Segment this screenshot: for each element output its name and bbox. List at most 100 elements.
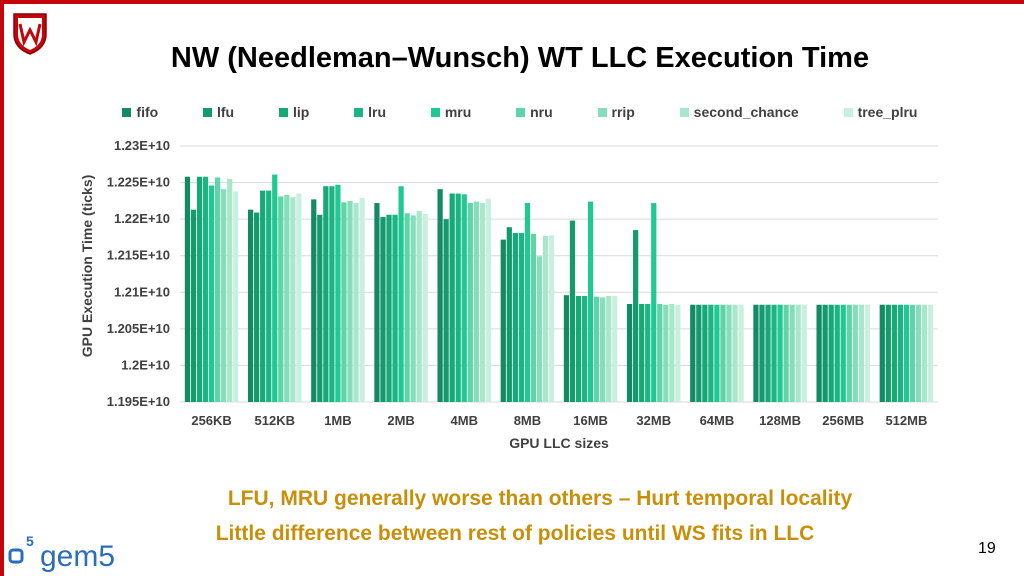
bar-lfu-32mb [633,230,639,402]
svg-text:5: 5 [26,533,34,549]
bar-nru-32mb [657,303,663,402]
x-tick-label: 16MB [573,413,608,428]
top-accent-bar [0,0,1024,4]
legend-swatch [516,107,526,117]
bar-fifo-512kb [247,209,254,402]
bar-second-chance-32mb [669,303,675,402]
bar-second-chance-64mb [732,304,738,402]
y-tick-label: 1.2E+10 [121,357,170,372]
legend-swatch [122,107,132,117]
bar-mru-256mb [840,304,846,402]
slide-number: 19 [978,540,996,557]
bar-fifo-128mb [753,304,759,402]
y-tick-label: 1.195E+10 [107,394,170,409]
bar-lip-1mb [323,186,329,402]
x-tick-label: 8MB [514,413,541,428]
y-tick-label: 1.23E+10 [114,138,170,153]
bar-fifo-2mb [374,203,380,402]
legend-item-lip: lip [278,104,309,120]
bar-second-chance-256mb [858,304,864,402]
svg-text:gem5: gem5 [40,540,115,572]
bar-lfu-4mb [443,219,449,402]
bar-nru-2mb [404,213,410,402]
bar-nru-1mb [341,202,347,402]
bar-nru-128mb [783,304,789,402]
legend-item-lru: lru [354,104,386,120]
bar-lru-64mb [708,304,714,402]
bar-rrip-512kb [284,195,290,402]
bar-tree-plru-8mb [548,235,555,402]
bar-lip-512kb [260,190,266,402]
left-accent-bar [0,0,4,576]
bar-fifo-256mb [816,304,822,402]
legend-swatch [278,107,288,117]
legend-label: lfu [217,104,235,120]
bar-lru-512mb [897,304,903,402]
bar-second-chance-512mb [921,304,928,402]
bar-lip-256mb [828,304,834,402]
legend-swatch [203,107,212,117]
bar-mru-4mb [461,194,467,402]
y-tick-label: 1.205E+10 [107,321,170,336]
legend-item-lfu: lfu [203,104,234,120]
bar-tree-plru-4mb [485,198,492,402]
bar-rrip-256mb [852,304,858,402]
bar-fifo-256kb [184,176,191,402]
bar-mru-8mb [524,203,531,402]
bar-rrip-256kb [221,189,227,402]
bar-lfu-1mb [317,214,323,402]
bar-tree-plru-16mb [612,295,618,402]
bar-lru-128mb [771,304,777,402]
bar-lfu-256mb [822,304,828,402]
gem5-logo: 5 gem5 [8,533,115,572]
legend-label: tree_plru [857,104,918,120]
bar-lip-2mb [386,214,392,402]
bar-lfu-512kb [254,212,260,402]
bar-rrip-1mb [347,200,353,402]
bar-lip-16mb [575,295,582,402]
bar-lip-512mb [891,304,897,402]
x-tick-label: 4MB [451,413,478,428]
x-tick-label: 32MB [636,413,671,428]
bar-rrip-32mb [663,304,669,402]
bar-second-chance-16mb [606,295,612,402]
legend-label: lru [368,104,386,120]
bar-mru-32mb [651,203,657,402]
legend-swatch [679,107,689,117]
bar-nru-512mb [909,304,916,402]
bar-lfu-8mb [506,227,512,402]
bar-mru-2mb [398,186,404,402]
legend-swatch [843,107,853,117]
bar-second-chance-512kb [290,197,296,402]
bar-lip-128mb [765,304,771,402]
bar-mru-64mb [714,304,720,402]
legend-swatch [430,107,440,117]
bar-nru-256mb [846,304,852,402]
chart-legend: fifo lfu lip lru mru nru rrip second_chance tree… [100,102,940,122]
x-tick-label: 256MB [822,413,864,428]
bar-lru-256mb [834,304,840,402]
legend-item-fifo: fifo [122,104,158,120]
bar-second-chance-4mb [479,203,485,402]
bar-lip-64mb [702,304,708,402]
takeaway-note-2: Little difference between rest of polici… [215,522,815,545]
bar-mru-512mb [903,304,910,402]
takeaway-note-1: LFU, MRU generally worse than others – H… [227,487,853,510]
bar-second-chance-8mb [542,235,549,402]
bar-mru-128mb [777,304,783,402]
legend-item-rrip: rrip [597,104,635,120]
bar-rrip-512mb [915,304,922,402]
y-tick-label: 1.21E+10 [114,284,170,299]
legend-swatch [354,107,364,117]
bar-tree-plru-512mb [927,304,934,402]
legend-item-mru: mru [430,104,471,120]
bar-fifo-1mb [311,199,317,402]
bar-fifo-8mb [500,239,506,402]
bar-rrip-4mb [473,201,479,402]
x-tick-label: 512KB [255,413,295,428]
bar-fifo-64mb [690,304,696,402]
bar-tree-plru-512kb [296,193,302,402]
bar-mru-512kb [272,174,278,402]
legend-item-second-chance: second_chance [679,104,799,120]
